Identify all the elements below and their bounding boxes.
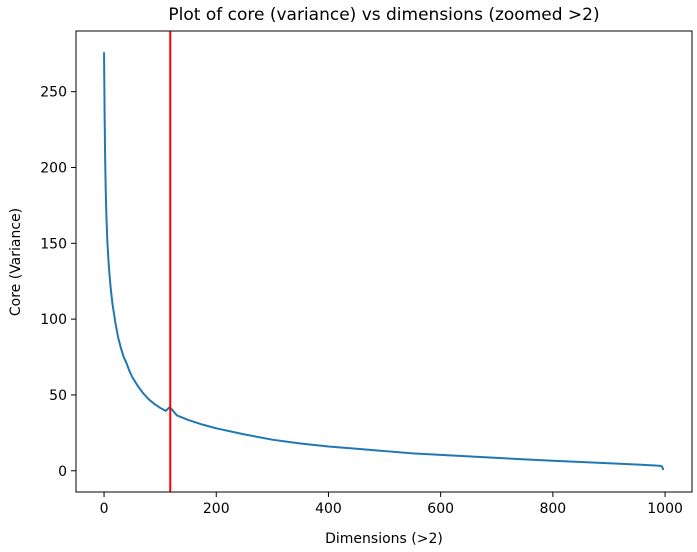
y-tick-label: 250 <box>40 85 67 101</box>
plot-area: 0 200 400 600 800 1000 0 50 100 150 200 250 <box>40 30 693 517</box>
x-axis-label: Dimensions (>2) <box>325 531 443 547</box>
y-axis-label: Core (Variance) <box>8 208 24 316</box>
y-tick-label: 50 <box>49 388 67 404</box>
y-tick-label: 150 <box>40 236 67 252</box>
y-tick-label: 0 <box>58 464 67 480</box>
x-tick-label: 400 <box>315 501 342 517</box>
x-tick-label: 200 <box>203 501 230 517</box>
axes-frame <box>75 30 693 493</box>
x-tick-label: 0 <box>100 501 109 517</box>
x-tick-label: 600 <box>427 501 454 517</box>
chart-title: Plot of core (variance) vs dimensions (z… <box>168 5 599 25</box>
x-tick-label: 1000 <box>647 501 683 517</box>
series-line-0 <box>103 52 665 471</box>
y-tick-label: 200 <box>40 160 67 176</box>
y-tick-label: 100 <box>40 312 67 328</box>
x-tick-label: 800 <box>539 501 566 517</box>
